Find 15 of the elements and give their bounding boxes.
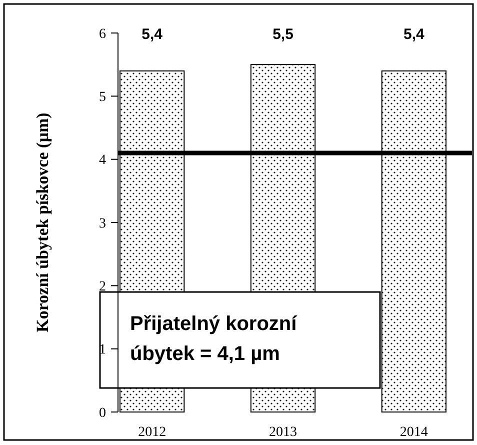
y-tick-label: 5 [99, 90, 106, 106]
x-tick-label: 2014 [400, 425, 428, 440]
x-tick-label: 2013 [269, 425, 297, 440]
y-tick-label: 1 [99, 342, 106, 358]
x-tick-label: 2012 [138, 425, 166, 440]
y-tick-label: 4 [99, 153, 106, 168]
y-tick-label: 3 [99, 216, 106, 232]
data-label: 5,4 [403, 26, 426, 43]
data-label: 5,5 [272, 26, 294, 43]
y-axis-title: Korozní úbytek pískovce (µm) [33, 112, 52, 332]
y-tick-label: 2 [99, 280, 106, 295]
ref-line-label: Přijatelný korozní úbytek = 4,1 µm [130, 313, 298, 365]
data-label: 5,4 [142, 26, 164, 43]
y-tick-label: 0 [99, 406, 106, 421]
y-tick-label: 6 [99, 26, 106, 42]
